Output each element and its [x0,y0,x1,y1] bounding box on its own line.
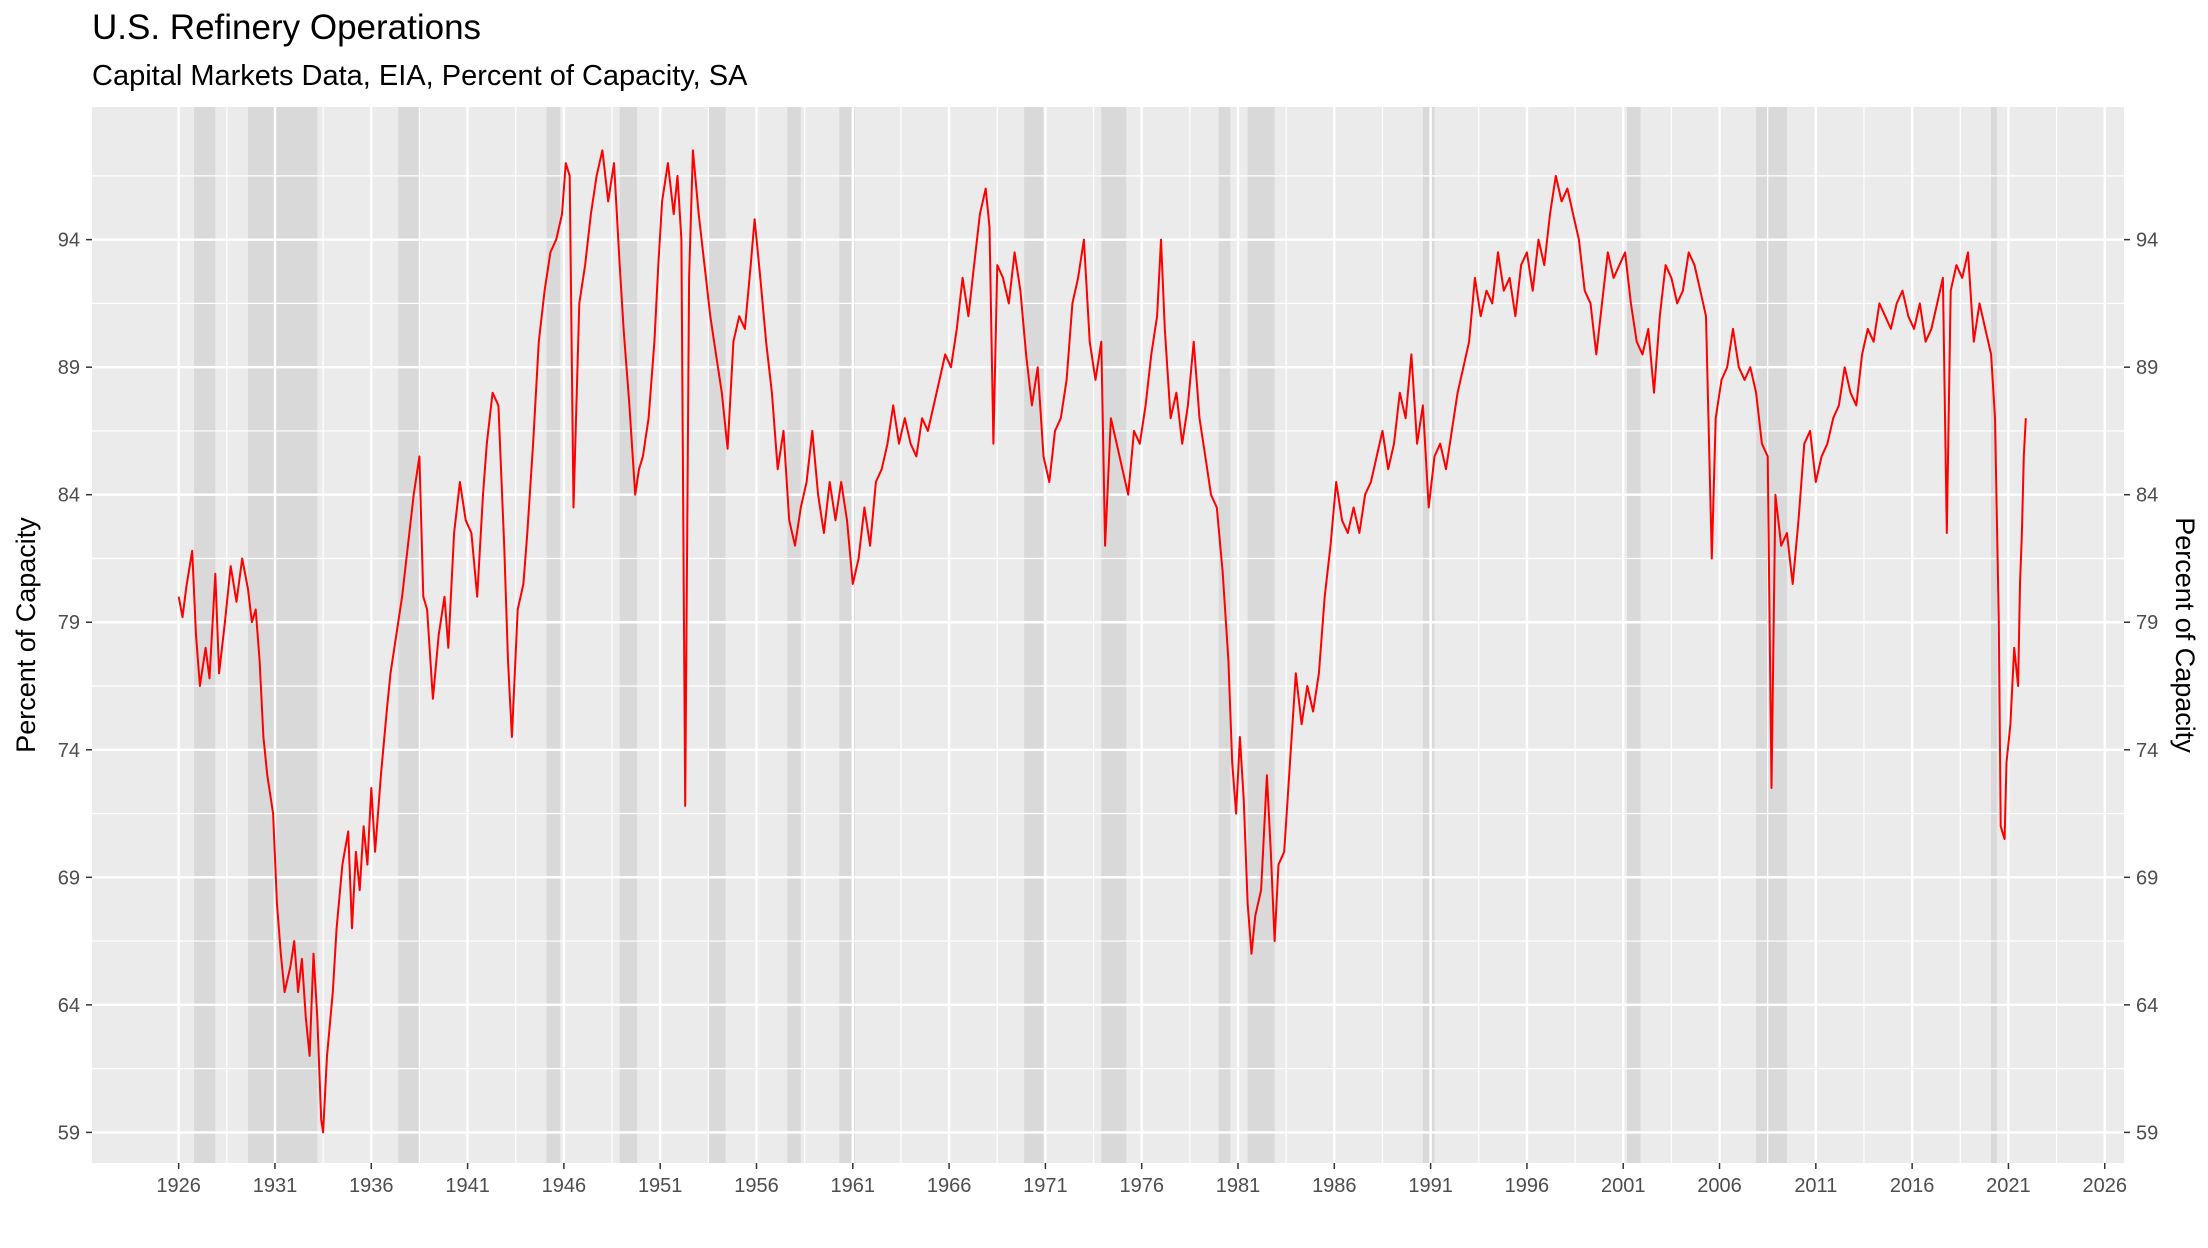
y-tick-label-left: 69 [58,867,80,889]
y-tick-label-right: 74 [2136,740,2158,762]
y-tick-label-left: 59 [58,1122,80,1144]
x-tick-label: 1981 [1216,1175,1261,1197]
recession-band [1991,107,1997,1163]
y-tick-label-left: 79 [58,612,80,634]
recession-band [619,107,638,1163]
y-axis-title-right: Percent of Capacity [2170,517,2200,753]
recession-band [1218,107,1231,1163]
recession-band [1247,107,1275,1163]
x-tick-label: 2016 [1890,1175,1935,1197]
recession-band [839,107,855,1163]
y-tick-label-left: 64 [58,995,80,1017]
x-tick-label: 1986 [1312,1175,1357,1197]
x-tick-label: 1941 [445,1175,490,1197]
x-tick-label: 1926 [156,1175,201,1197]
x-tick-label: 2021 [1986,1175,2031,1197]
y-tick-label-right: 59 [2136,1122,2158,1144]
y-tick-label-right: 79 [2136,612,2158,634]
y-tick-label-right: 94 [2136,230,2158,252]
chart-title: U.S. Refinery Operations [92,8,482,47]
recession-band [708,107,726,1163]
recession-band [248,107,318,1163]
recession-band [1627,107,1641,1163]
recession-band [1422,107,1435,1163]
x-tick-label: 2001 [1601,1175,1646,1197]
recession-band [1756,107,1787,1163]
y-tick-label-left: 94 [58,230,80,252]
x-tick-label: 2006 [1697,1175,1742,1197]
x-tick-label: 1996 [1505,1175,1550,1197]
x-tick-label: 1931 [253,1175,298,1197]
y-tick-label-right: 89 [2136,357,2158,379]
recession-band [546,107,561,1163]
recession-band [787,107,801,1163]
x-tick-label: 1991 [1408,1175,1453,1197]
y-tick-label-left: 74 [58,740,80,762]
x-tick-label: 2026 [2082,1175,2127,1197]
x-tick-label: 1956 [734,1175,779,1197]
recession-band [194,107,216,1163]
x-tick-label: 1966 [927,1175,972,1197]
x-tick-label: 1976 [1119,1175,1164,1197]
x-tick-label: 2011 [1794,1175,1837,1197]
y-axis-title-left: Percent of Capacity [11,517,41,753]
x-tick-label: 1951 [638,1175,683,1197]
series-line [177,149,2027,1134]
chart-subtitle: Capital Markets Data, EIA, Percent of Ca… [92,60,748,92]
recession-band [1101,107,1127,1163]
y-tick-label-left: 89 [58,357,80,379]
x-tick-label: 1971 [1023,1175,1068,1197]
x-tick-label: 1946 [542,1175,587,1197]
x-tick-label: 1936 [349,1175,394,1197]
recession-band [398,107,420,1163]
y-tick-label-right: 69 [2136,867,2158,889]
x-tick-label: 1961 [831,1175,876,1197]
y-tick-label-right: 64 [2136,995,2158,1017]
y-tick-label-left: 84 [58,485,80,507]
y-tick-label-right: 84 [2136,485,2158,507]
